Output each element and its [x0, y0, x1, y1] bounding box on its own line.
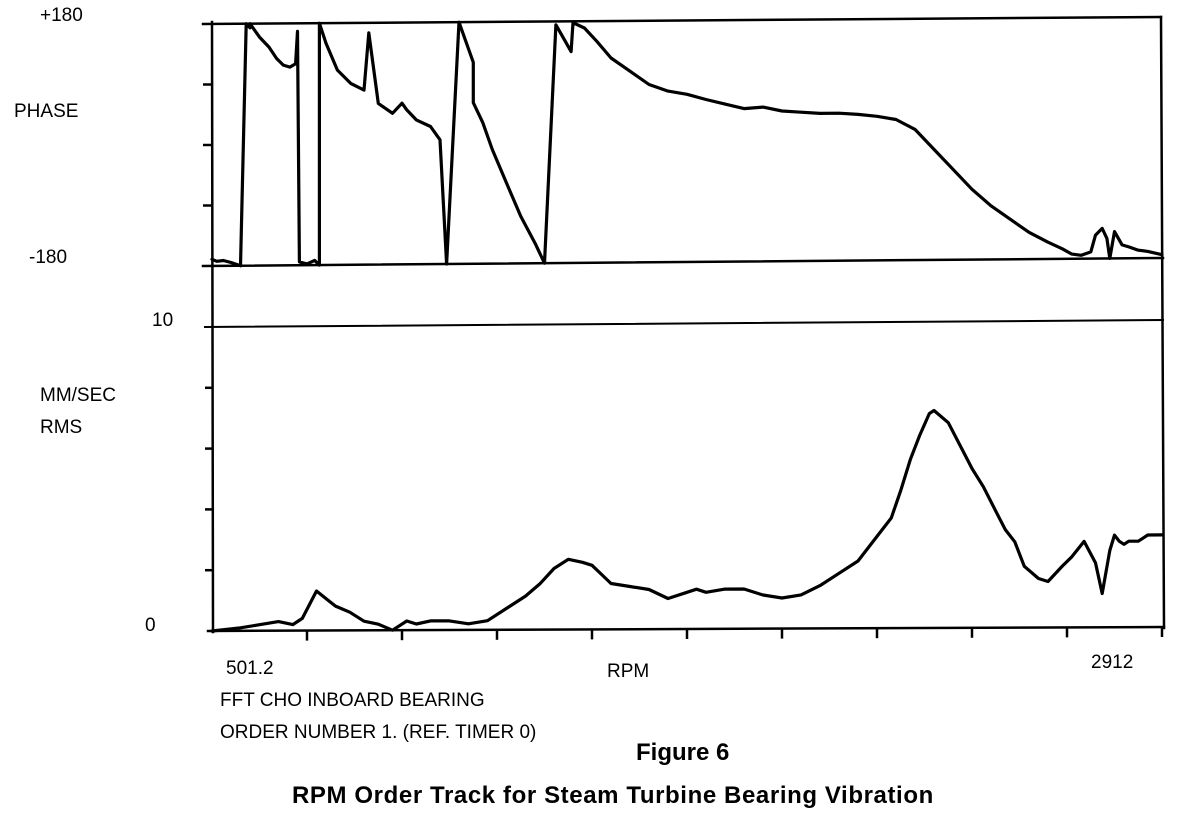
- x-axis-label: RPM: [607, 661, 650, 682]
- info-line-1: FFT CHO INBOARD BEARING: [220, 690, 485, 711]
- plot-frame: [201, 15, 1166, 634]
- amp-axis-label-line2: RMS: [40, 417, 83, 438]
- x-start-label: 501.2: [226, 658, 274, 679]
- phase-min-label: -180: [29, 247, 68, 268]
- phase-curve: [210, 20, 1164, 268]
- phase-bottom-border: [201, 256, 1165, 268]
- y-axis-right: [1159, 15, 1166, 630]
- amp-curve-path: [210, 408, 1164, 633]
- amp-y-ticks: [205, 386, 212, 572]
- amp-top-line: [203, 318, 1165, 329]
- figure-number: Figure 6: [636, 739, 730, 766]
- amp-min-label: 0: [145, 615, 156, 636]
- amp-max-label: 10: [152, 310, 174, 331]
- phase-axis-label: PHASE: [14, 101, 79, 122]
- phase-curve-path: [210, 20, 1164, 268]
- amplitude-curve: [210, 408, 1164, 633]
- phase-y-ticks: [203, 83, 212, 207]
- amp-axis-label-line1: MM/SEC: [40, 385, 116, 406]
- x-end-label: 2912: [1091, 652, 1134, 673]
- info-line-2: ORDER NUMBER 1. (REF. TIMER 0): [220, 722, 537, 743]
- figure-title: RPM Order Track for Steam Turbine Bearin…: [292, 782, 934, 809]
- phase-max-label: +180: [40, 5, 83, 26]
- x-ticks: [305, 627, 1164, 641]
- phase-top-border: [201, 15, 1163, 26]
